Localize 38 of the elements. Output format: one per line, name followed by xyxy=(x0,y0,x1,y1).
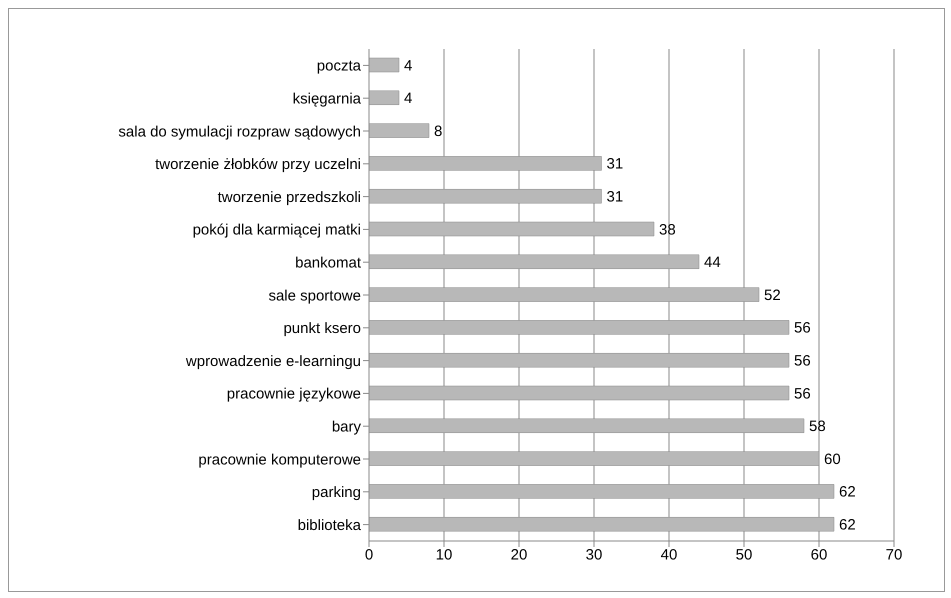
x-tick-label: 40 xyxy=(660,546,678,564)
x-tick-label: 60 xyxy=(810,546,828,564)
data-label: 52 xyxy=(764,286,781,304)
y-tick-label: księgarnia xyxy=(292,90,362,108)
data-label: 31 xyxy=(606,156,624,173)
y-tick-label: wprowadzenie e-learningu xyxy=(184,352,361,370)
x-tick-label: 50 xyxy=(736,546,752,564)
data-label: 4 xyxy=(404,90,412,108)
data-label: 44 xyxy=(704,254,721,272)
y-tick-label: punkt ksero xyxy=(283,320,361,338)
data-label: 62 xyxy=(839,484,856,501)
y-tick-label: poczta xyxy=(316,58,362,75)
x-tick-label: 30 xyxy=(586,546,602,564)
data-label: 38 xyxy=(659,221,676,238)
data-label: 56 xyxy=(794,320,811,337)
data-label: 8 xyxy=(434,122,442,140)
y-tick-label: pracownie komputerowe xyxy=(198,451,361,468)
data-label: 60 xyxy=(824,450,841,468)
data-label: 56 xyxy=(794,385,811,402)
y-tick-label: bary xyxy=(332,418,362,436)
y-tick-label: biblioteka xyxy=(298,516,362,534)
y-tick-label: sala do symulacji rozpraw sądowych xyxy=(118,123,361,140)
y-tick-label: pokój dla karmiącej matki xyxy=(192,222,361,239)
data-label: 4 xyxy=(404,57,412,74)
y-tick-label: pracownie językowe xyxy=(226,386,361,403)
x-tick-label: 20 xyxy=(510,546,528,564)
y-tick-label: parking xyxy=(312,484,361,502)
data-label: 58 xyxy=(809,418,826,436)
data-label: 56 xyxy=(794,352,811,370)
x-tick-label: 70 xyxy=(886,546,902,564)
y-tick-label: tworzenie przedszkoli xyxy=(218,188,361,206)
data-label: 62 xyxy=(839,516,856,534)
x-tick-label: 0 xyxy=(364,546,374,564)
x-tick-label: 10 xyxy=(436,546,452,564)
y-tick-label: tworzenie żłobków przy uczelni xyxy=(155,156,361,174)
data-label: 31 xyxy=(606,188,624,206)
y-tick-label: sale sportowe xyxy=(268,287,361,304)
y-tick-label: bankomat xyxy=(295,254,362,272)
